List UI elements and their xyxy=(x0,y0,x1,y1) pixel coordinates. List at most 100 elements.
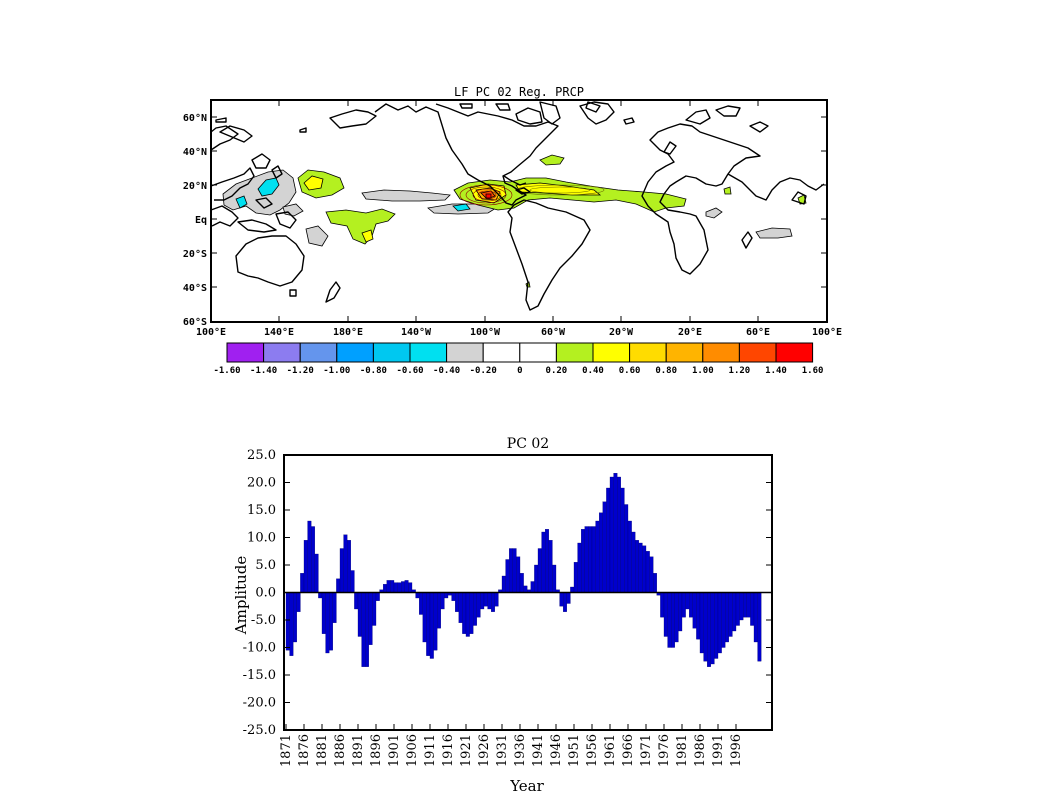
bar xyxy=(422,592,427,643)
lon-label: 180°E xyxy=(333,327,363,338)
lat-label: 40°N xyxy=(183,147,207,158)
lon-label: 60°W xyxy=(541,327,566,338)
bar xyxy=(534,564,539,593)
x-tick-label: 1971 xyxy=(639,734,654,767)
map-panel: LF PC 02 Reg. PRCP xyxy=(183,85,842,376)
bar xyxy=(599,512,603,593)
bar xyxy=(563,592,567,612)
y-tick-label: -20.0 xyxy=(243,696,276,711)
x-tick-label: 1876 xyxy=(297,734,312,767)
bar xyxy=(429,592,434,659)
bar xyxy=(473,592,477,626)
bar xyxy=(685,592,690,610)
lon-label: 140°E xyxy=(264,327,294,338)
bar xyxy=(426,592,431,656)
bar xyxy=(728,592,733,637)
y-tick-label: -10.0 xyxy=(243,641,276,656)
x-tick-label: 1891 xyxy=(351,734,366,767)
colorbar-box xyxy=(336,342,374,363)
bar xyxy=(455,592,459,612)
bar-chart-panel: PC 02 25.0 20.0 15.0 10.0 5.0 0.0 -5.0 -10.0 -15… xyxy=(0,420,1058,793)
bar xyxy=(739,592,744,621)
lat-label: 60°S xyxy=(183,317,207,328)
bar xyxy=(329,592,333,651)
bar xyxy=(336,578,341,593)
bar xyxy=(321,592,326,634)
x-tick-label: 1896 xyxy=(369,734,384,767)
bar xyxy=(667,592,672,648)
bar xyxy=(318,592,323,599)
bar xyxy=(451,592,456,601)
bar xyxy=(674,592,679,643)
bar xyxy=(541,531,546,593)
colorbar-box xyxy=(299,342,338,363)
x-tick-label: 1881 xyxy=(315,734,330,767)
colorbar-tick-label: -0.80 xyxy=(360,366,387,376)
x-tick-label: 1981 xyxy=(675,734,690,767)
bar xyxy=(595,520,600,593)
bar xyxy=(613,473,618,593)
x-tick-label: 1931 xyxy=(495,734,510,767)
bar xyxy=(311,526,315,593)
bar xyxy=(303,540,308,593)
bar xyxy=(494,592,499,607)
colorbar-box xyxy=(592,342,631,363)
colorbar-tick-label: 0.20 xyxy=(546,366,568,376)
colorbar-box xyxy=(482,342,521,363)
colorbar-tick-label: -0.20 xyxy=(470,366,497,376)
bar xyxy=(285,592,290,651)
x-tick-label: 1936 xyxy=(513,734,528,767)
bar xyxy=(372,592,377,626)
colorbar-tick-label: 0.40 xyxy=(582,366,604,376)
y-tick-label: 20.0 xyxy=(247,476,276,491)
bar xyxy=(689,592,693,618)
bar xyxy=(559,592,564,607)
bar xyxy=(465,592,470,637)
colorbar xyxy=(226,342,814,363)
bar xyxy=(570,586,575,593)
bar xyxy=(354,592,359,610)
colorbar-tick-label: 0 xyxy=(517,366,522,376)
bar xyxy=(501,575,506,593)
bar xyxy=(415,592,420,599)
bar xyxy=(588,526,593,593)
x-tick-label: 1941 xyxy=(531,734,546,767)
colorbar-box xyxy=(555,342,594,363)
bar xyxy=(339,548,344,593)
x-tick-label: 1991 xyxy=(711,734,726,767)
map-contours xyxy=(459,184,605,206)
x-tick-label: 1921 xyxy=(459,734,474,767)
x-tick-label: 1911 xyxy=(423,734,438,767)
bar xyxy=(350,570,355,593)
colorbar-tick-label: 0.80 xyxy=(655,366,677,376)
bar xyxy=(753,592,758,643)
x-axis-ticks: 1871 1876 1881 1886 1891 1896 1901 1906 1911 1916… xyxy=(279,724,744,767)
bar xyxy=(681,592,686,618)
bar xyxy=(440,592,445,610)
x-axis-label: Year xyxy=(509,777,544,793)
bar xyxy=(545,529,549,593)
bar xyxy=(573,562,578,593)
colorbar-tick-label: -0.60 xyxy=(396,366,423,376)
bar xyxy=(743,592,747,618)
bar xyxy=(293,592,297,643)
bar xyxy=(624,504,629,593)
bar xyxy=(602,501,607,593)
y-tick-label: 15.0 xyxy=(247,503,276,518)
bar xyxy=(725,592,729,643)
x-tick-label: 1986 xyxy=(693,734,708,767)
bar xyxy=(663,592,668,637)
colorbar-tick-label: -1.60 xyxy=(213,366,240,376)
bar xyxy=(649,556,654,593)
colorbar-labels: -1.60 -1.40 -1.20 -1.00 -0.80 -0.60 -0.40 -0.20… xyxy=(213,366,823,376)
bar xyxy=(710,592,715,665)
bar xyxy=(509,548,513,593)
x-tick-label: 1961 xyxy=(603,734,618,767)
bar xyxy=(383,584,387,593)
colorbar-tick-label: -0.40 xyxy=(433,366,460,376)
bar xyxy=(678,592,683,632)
bar xyxy=(566,592,571,604)
bar xyxy=(343,534,348,593)
lat-label: Eq xyxy=(195,215,207,226)
y-tick-label: -25.0 xyxy=(243,723,276,738)
